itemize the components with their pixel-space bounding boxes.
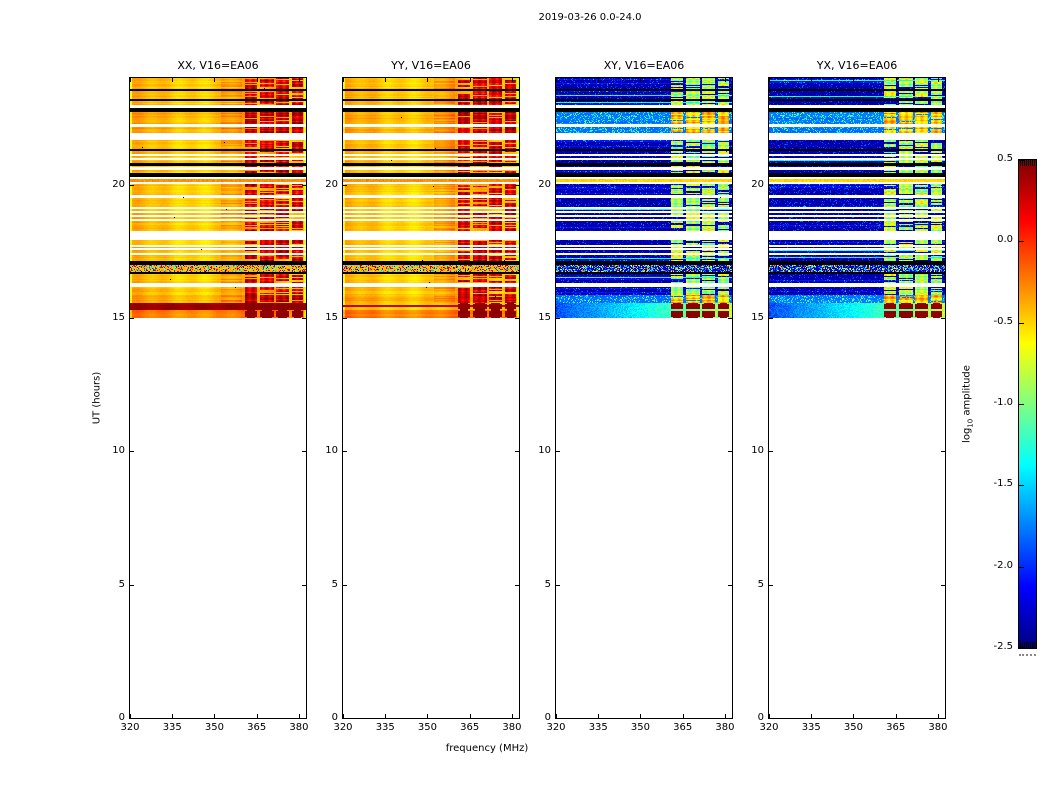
panel-title-xx: XX, V16=EA06: [177, 59, 259, 72]
colorbar-gradient: [1019, 160, 1036, 648]
colorbar-label-suffix: amplitude: [961, 365, 973, 419]
y-tick-label-yy-0: 0: [331, 712, 338, 723]
heatmap-yx: [769, 78, 945, 718]
y-tick-label-yx-5: 5: [757, 578, 764, 590]
panel-yy: [342, 77, 520, 719]
x-tick-label-xx-365: 365: [247, 722, 267, 733]
x-tick-label-xx-320: 320: [120, 722, 140, 733]
y-axis-label: UT (hours): [91, 371, 103, 425]
colorbar: [1018, 159, 1037, 649]
x-tick-label-yy-365: 365: [460, 722, 480, 733]
colorbar-tick-label-0.5: 0.5: [997, 153, 1013, 164]
y-tick-label-xy-10: 10: [538, 445, 551, 457]
y-tick-label-yy-20: 20: [325, 178, 338, 190]
heatmap-yy: [343, 78, 519, 718]
y-tick-label-xx-15: 15: [112, 312, 125, 323]
x-axis-label: frequency (MHz): [445, 743, 529, 754]
colorbar-tick-label--1.5: -1.5: [993, 478, 1013, 490]
y-tick-label-xy-20: 20: [538, 178, 551, 190]
y-tick-label-yx-20: 20: [751, 178, 764, 190]
colorbar-label-prefix: log: [961, 427, 973, 443]
colorbar-label: log10 amplitude: [962, 365, 975, 443]
x-tick-label-xy-350: 350: [630, 722, 651, 733]
figure-title: 2019-03-26 0.0-24.0: [538, 12, 642, 23]
y-tick-label-xy-5: 5: [544, 578, 551, 590]
panel-title-yx: YX, V16=EA06: [816, 59, 898, 72]
colorbar-tick-label--1.0: -1.0: [993, 397, 1013, 408]
colorbar-tick-label--2.0: -2.0: [993, 559, 1013, 571]
y-tick-label-yx-15: 15: [751, 312, 764, 323]
x-tick-label-yx-320: 320: [759, 722, 779, 733]
y-tick-label-yy-15: 15: [325, 312, 338, 323]
x-tick-label-xy-365: 365: [673, 722, 693, 733]
x-tick-label-xx-380: 380: [289, 722, 309, 733]
x-tick-label-yx-335: 335: [801, 722, 821, 733]
y-tick-label-xx-0: 0: [118, 712, 125, 723]
x-tick-label-xx-335: 335: [162, 722, 182, 733]
x-tick-label-xy-335: 335: [588, 722, 608, 733]
panel-xy: [555, 77, 733, 719]
y-tick-label-xy-15: 15: [538, 312, 551, 323]
x-tick-label-yy-380: 380: [502, 722, 522, 733]
panel-yx: [768, 77, 946, 719]
y-tick-label-yx-0: 0: [757, 712, 764, 723]
heatmap-xx: [130, 78, 306, 718]
y-tick-label-yx-10: 10: [751, 445, 764, 457]
panel-xx: [129, 77, 307, 719]
x-tick-label-yy-320: 320: [333, 722, 353, 733]
y-tick-label-xx-10: 10: [112, 445, 125, 457]
colorbar-tick-label--2.5: -2.5: [993, 641, 1013, 652]
x-tick-label-xy-380: 380: [715, 722, 735, 733]
y-tick-label-xx-20: 20: [112, 178, 125, 190]
x-tick-label-yy-335: 335: [375, 722, 395, 733]
x-tick-label-yx-380: 380: [928, 722, 948, 733]
colorbar-tick-label-0.0: 0.0: [997, 234, 1013, 246]
colorbar-label-subscript: 10: [966, 418, 975, 428]
panel-title-xy: XY, V16=EA06: [603, 59, 685, 72]
y-tick-label-yy-10: 10: [325, 445, 338, 457]
x-tick-label-yy-350: 350: [417, 722, 438, 733]
heatmap-xy: [556, 78, 732, 718]
colorbar-tick-label--0.5: -0.5: [993, 315, 1013, 327]
y-tick-label-xy-0: 0: [544, 712, 551, 723]
colorbar-extension-dots: [1019, 650, 1036, 656]
x-tick-label-xx-350: 350: [204, 722, 225, 733]
panel-title-yy: YY, V16=EA06: [391, 59, 471, 72]
x-tick-label-yx-350: 350: [843, 722, 864, 733]
y-tick-label-yy-5: 5: [331, 578, 338, 590]
y-tick-label-xx-5: 5: [118, 578, 125, 590]
x-tick-label-xy-320: 320: [546, 722, 566, 733]
x-tick-label-yx-365: 365: [886, 722, 906, 733]
